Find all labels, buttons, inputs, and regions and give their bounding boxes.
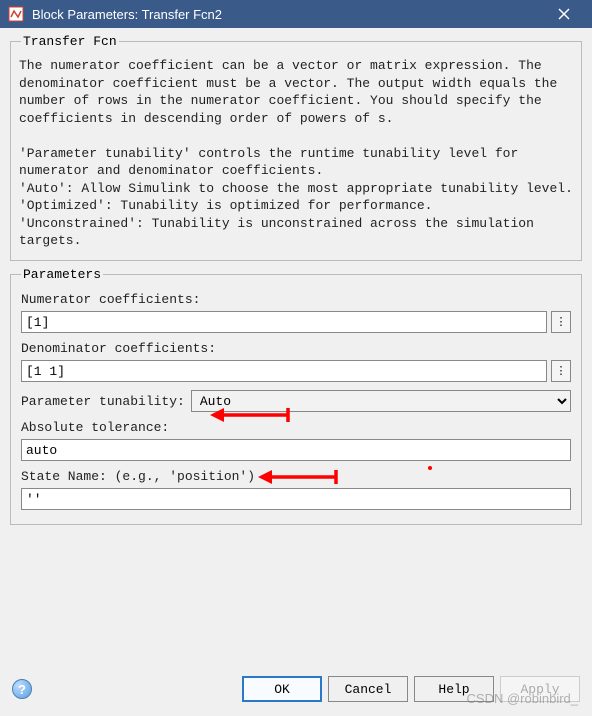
button-bar: ? OK Cancel Help Apply [0,670,592,708]
dialog-body: Transfer Fcn The numerator coefficient c… [0,34,592,716]
ok-button[interactable]: OK [242,676,322,702]
titlebar: Block Parameters: Transfer Fcn2 [0,0,592,28]
close-icon[interactable] [544,0,584,28]
tunability-label: Parameter tunability: [21,394,185,409]
apply-button[interactable]: Apply [500,676,580,702]
window-title: Block Parameters: Transfer Fcn2 [32,7,544,22]
denominator-label: Denominator coefficients: [21,341,571,356]
tunability-select[interactable]: Auto [191,390,571,412]
denominator-more-button[interactable]: ⋮ [551,360,571,382]
numerator-more-button[interactable]: ⋮ [551,311,571,333]
context-help-icon[interactable]: ? [12,679,32,699]
simulink-icon [8,6,24,22]
description-text: The numerator coefficient can be a vecto… [17,55,575,254]
statename-label: State Name: (e.g., 'position') [21,469,571,484]
description-legend: Transfer Fcn [21,34,119,49]
statename-input[interactable] [21,488,571,510]
abstol-label: Absolute tolerance: [21,420,571,435]
abstol-input[interactable] [21,439,571,461]
cancel-button[interactable]: Cancel [328,676,408,702]
numerator-input[interactable] [21,311,547,333]
numerator-label: Numerator coefficients: [21,292,571,307]
parameters-legend: Parameters [21,267,103,282]
denominator-input[interactable] [21,360,547,382]
description-group: Transfer Fcn The numerator coefficient c… [10,34,582,261]
help-button[interactable]: Help [414,676,494,702]
parameters-group: Parameters Numerator coefficients: ⋮ Den… [10,267,582,525]
